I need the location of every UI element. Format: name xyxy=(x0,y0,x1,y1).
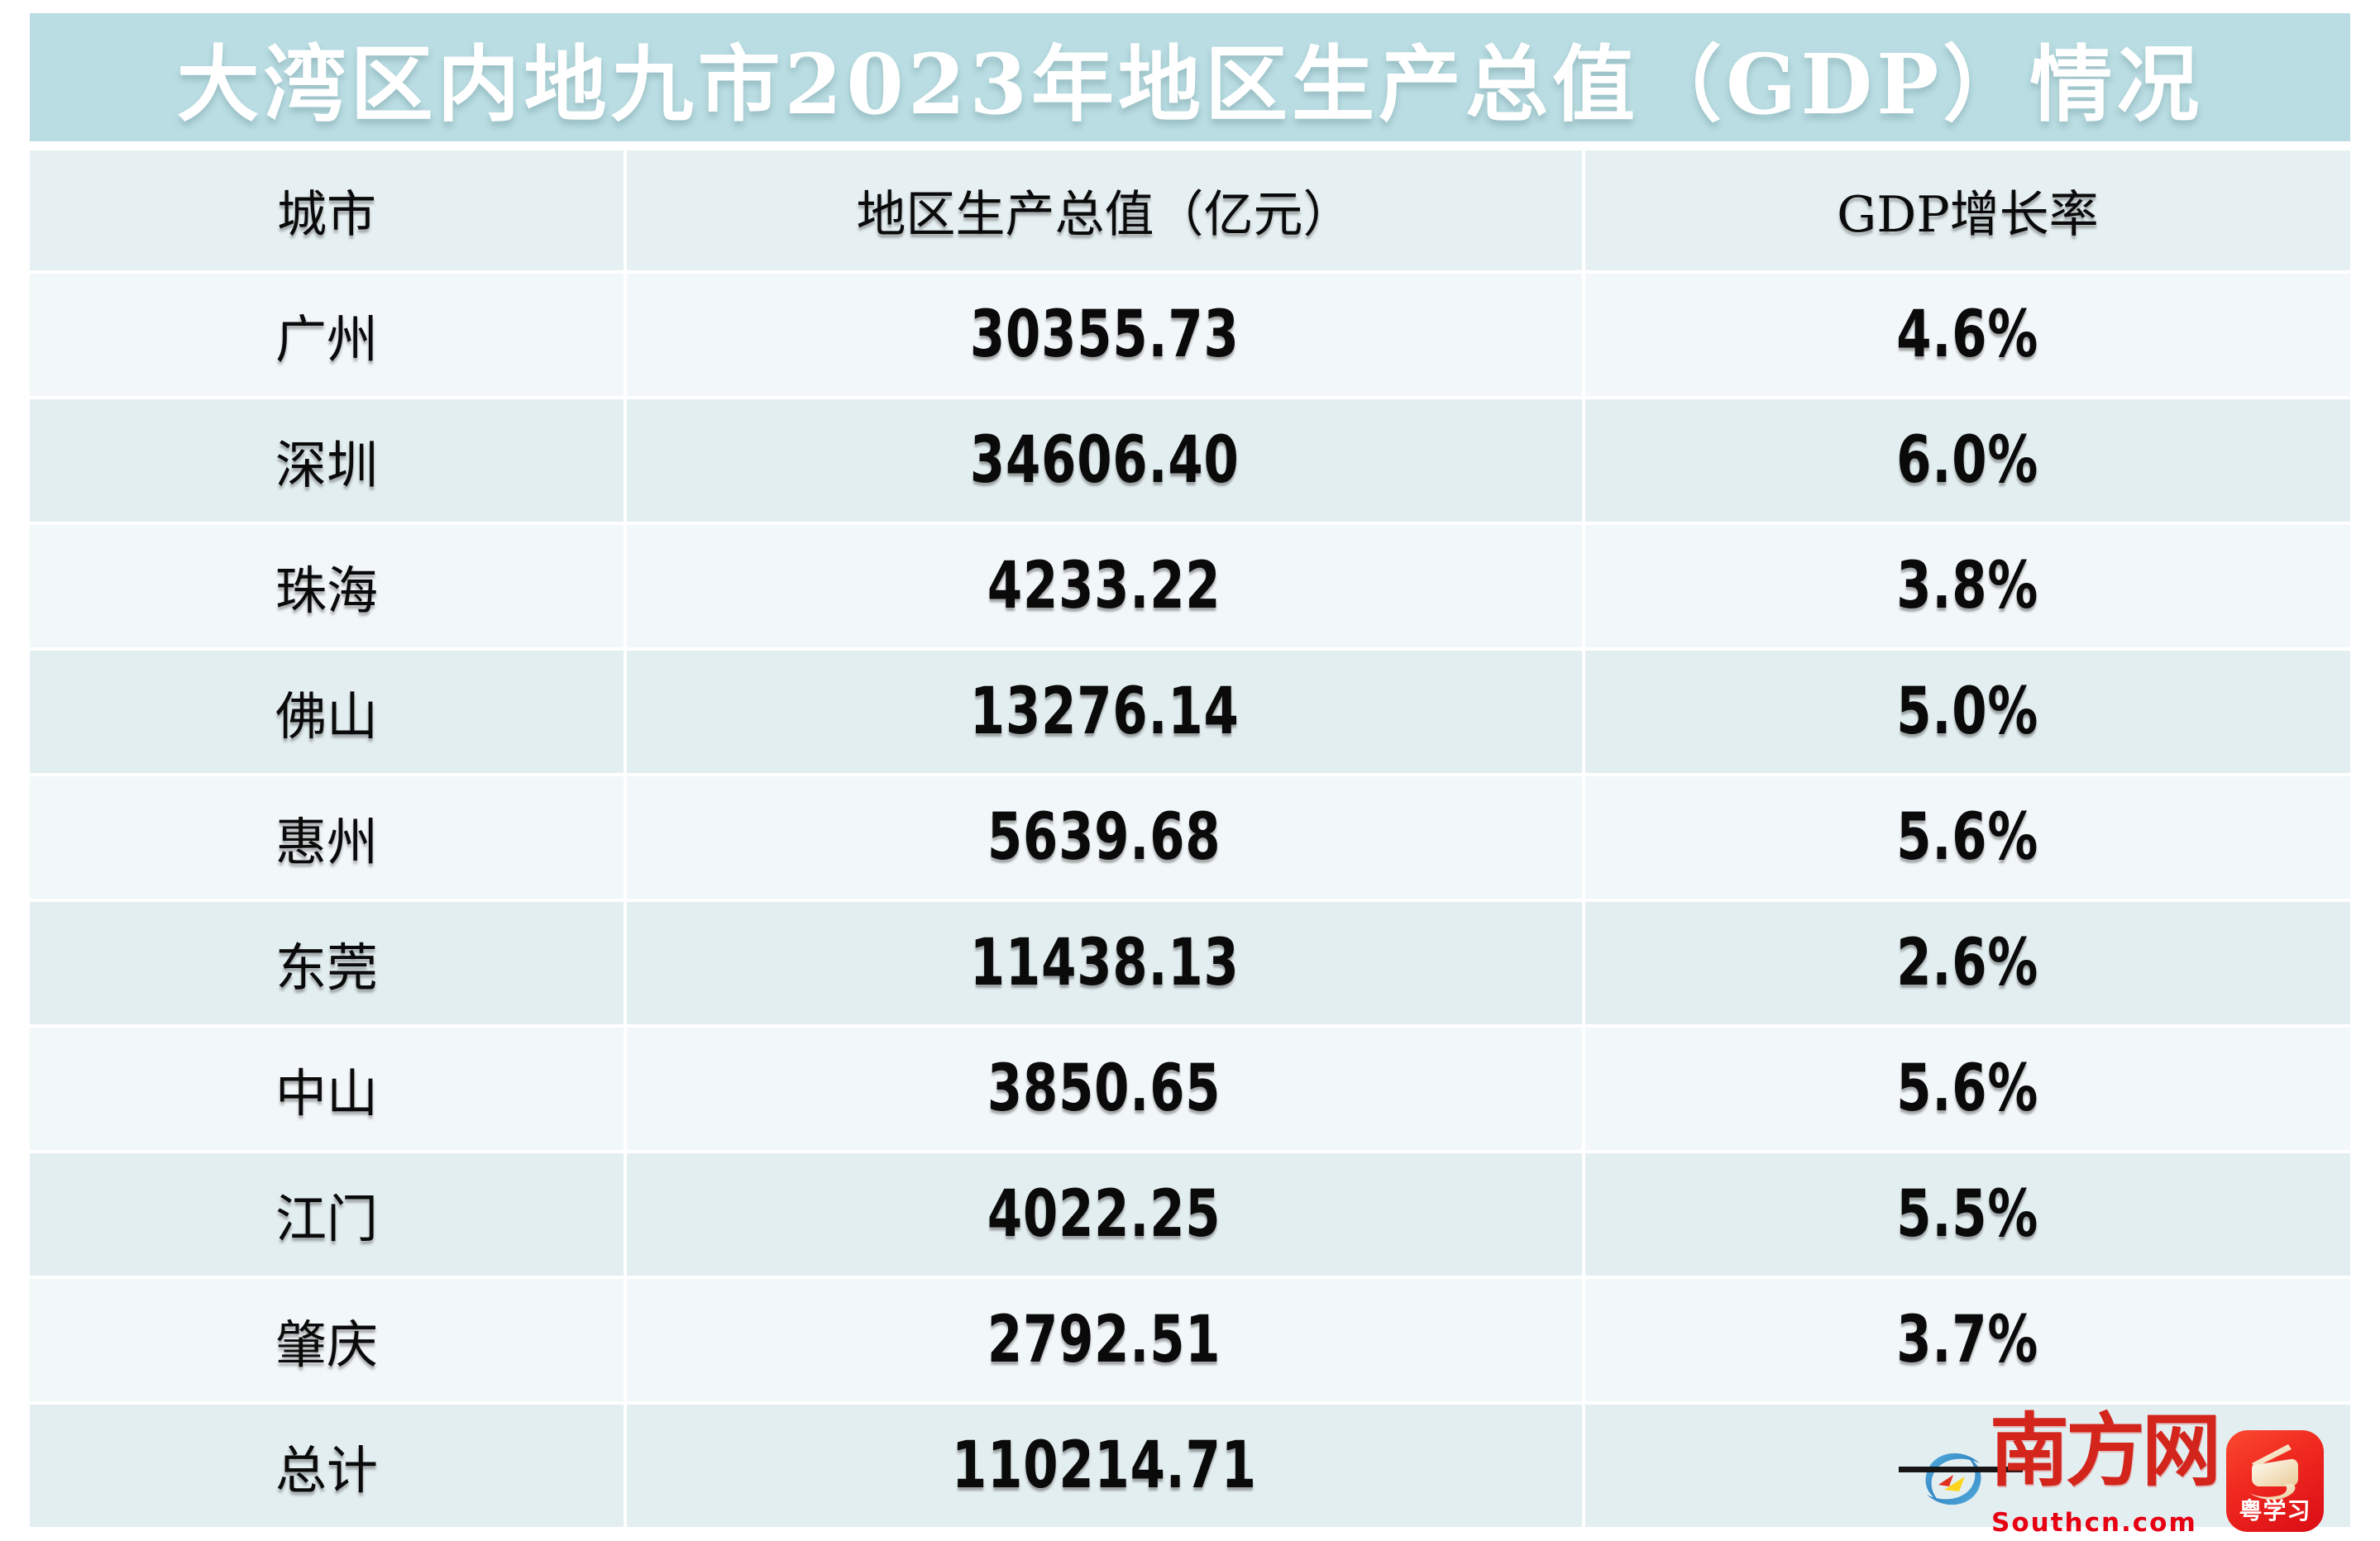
growth-value: 5.6% xyxy=(1896,1052,2039,1126)
city-cell-total: 总计 xyxy=(30,1405,624,1527)
yuexuexi-glyph-icon xyxy=(2249,1444,2298,1500)
growth-cell: 5.6% xyxy=(1585,1028,2350,1150)
city-label: 佛山 xyxy=(275,686,378,747)
gdp-value: 4022.25 xyxy=(987,1177,1221,1252)
gdp-cell: 34606.40 xyxy=(627,399,1582,522)
gdp-value: 34606.40 xyxy=(969,423,1240,498)
gdp-cell: 4022.25 xyxy=(627,1153,1582,1276)
growth-cell: 3.8% xyxy=(1585,525,2350,647)
city-cell: 肇庆 xyxy=(30,1279,624,1401)
growth-value: 2.6% xyxy=(1896,926,2039,1000)
growth-cell: 5.5% xyxy=(1585,1153,2350,1276)
city-cell: 江门 xyxy=(30,1153,624,1276)
gdp-value: 110214.71 xyxy=(952,1429,1257,1503)
city-cell: 深圳 xyxy=(30,399,624,522)
city-label: 东莞 xyxy=(275,937,378,998)
southcn-url-text: Southcn.com xyxy=(1991,1508,2197,1538)
gdp-table: 城市 地区生产总值（亿元） GDP增长率 广州 30355.73 4.6% 深圳… xyxy=(30,150,2350,1527)
growth-value: 4.6% xyxy=(1896,298,2039,372)
header-gdp: 地区生产总值（亿元） xyxy=(627,150,1582,270)
city-label: 肇庆 xyxy=(275,1314,378,1375)
gdp-value: 13276.14 xyxy=(969,675,1240,749)
gdp-value: 3850.65 xyxy=(987,1052,1221,1126)
gdp-value: 5639.68 xyxy=(987,800,1221,875)
growth-cell: 6.0% xyxy=(1585,399,2350,522)
page-title: 大湾区内地九市2023年地区生产总值（GDP）情况 xyxy=(176,36,2204,133)
growth-value: 5.5% xyxy=(1896,1177,2039,1252)
gdp-value: 2792.51 xyxy=(987,1303,1221,1377)
city-label: 深圳 xyxy=(275,435,378,495)
title-bar: 大湾区内地九市2023年地区生产总值（GDP）情况 xyxy=(30,13,2350,141)
growth-cell: 5.6% xyxy=(1585,776,2350,899)
city-label: 广州 xyxy=(275,309,378,370)
growth-cell: 4.6% xyxy=(1585,274,2350,396)
header-growth: GDP增长率 xyxy=(1585,150,2350,270)
growth-value: 5.0% xyxy=(1896,675,2039,749)
header-city-label: 城市 xyxy=(277,186,376,244)
gdp-cell: 2792.51 xyxy=(627,1279,1582,1401)
growth-value: 5.6% xyxy=(1896,800,2039,875)
city-label: 惠州 xyxy=(275,812,378,872)
city-label: 江门 xyxy=(275,1189,378,1249)
header-growth-label: GDP增长率 xyxy=(1837,186,2099,244)
city-label: 中山 xyxy=(275,1063,378,1124)
city-cell: 惠州 xyxy=(30,776,624,899)
header-gdp-label: 地区生产总值（亿元） xyxy=(856,186,1353,244)
growth-value: 6.0% xyxy=(1896,423,2039,498)
city-label: 珠海 xyxy=(275,561,378,621)
growth-cell: 2.6% xyxy=(1585,902,2350,1024)
southcn-logo-line xyxy=(1899,1467,2023,1472)
gdp-cell: 30355.73 xyxy=(627,274,1582,396)
city-cell: 中山 xyxy=(30,1028,624,1150)
growth-cell-total xyxy=(1585,1405,2350,1527)
growth-value: 3.7% xyxy=(1896,1303,2039,1377)
southcn-swirl-icon xyxy=(1925,1453,1981,1505)
city-cell: 珠海 xyxy=(30,525,624,647)
gdp-value: 4233.22 xyxy=(987,549,1221,623)
gdp-cell: 4233.22 xyxy=(627,525,1582,647)
header-city: 城市 xyxy=(30,150,624,270)
southcn-logo-name: 南方网 xyxy=(1990,1404,2221,1497)
gdp-cell-total: 110214.71 xyxy=(627,1405,1582,1527)
yuexuexi-label: 粤学习 xyxy=(2239,1497,2311,1524)
growth-cell: 5.0% xyxy=(1585,651,2350,773)
yuexuexi-logo: 粤学习 xyxy=(2226,1430,2324,1532)
city-cell: 佛山 xyxy=(30,651,624,773)
growth-cell: 3.7% xyxy=(1585,1279,2350,1401)
city-cell: 广州 xyxy=(30,274,624,396)
gdp-cell: 3850.65 xyxy=(627,1028,1582,1150)
growth-value: 3.8% xyxy=(1896,549,2039,623)
gdp-value: 30355.73 xyxy=(969,298,1240,372)
gdp-value: 11438.13 xyxy=(969,926,1240,1000)
city-label: 总计 xyxy=(275,1440,378,1500)
gdp-cell: 5639.68 xyxy=(627,776,1582,899)
gdp-cell: 13276.14 xyxy=(627,651,1582,773)
gdp-cell: 11438.13 xyxy=(627,902,1582,1024)
city-cell: 东莞 xyxy=(30,902,624,1024)
